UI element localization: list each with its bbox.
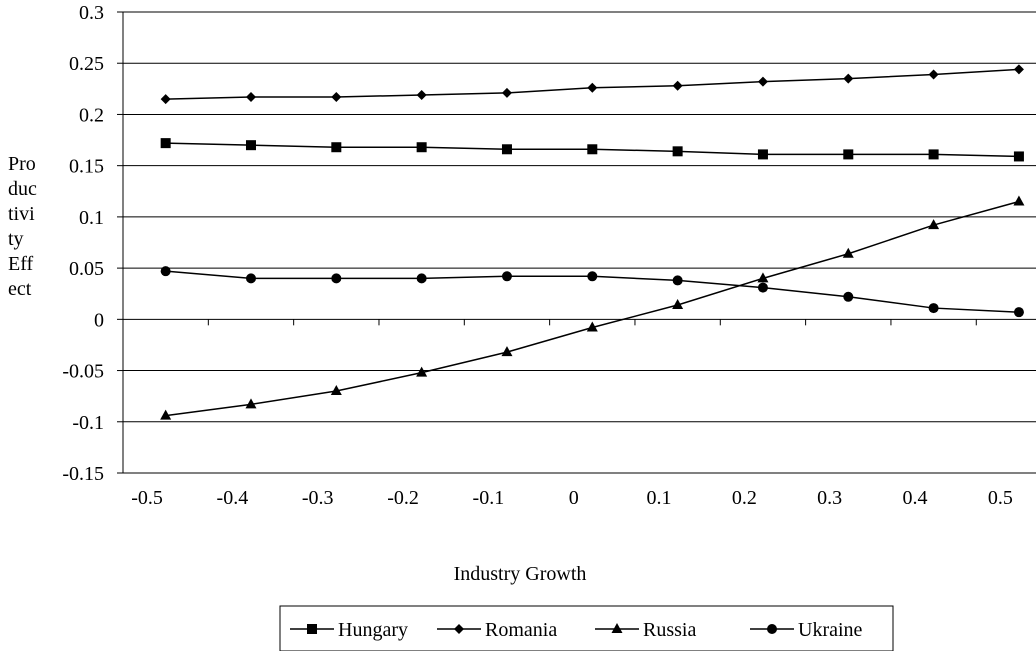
data-point xyxy=(757,282,768,293)
x-tick-label: 0.3 xyxy=(817,487,842,509)
y-axis-title-line: Pro xyxy=(8,153,36,175)
y-tick-label: 0.2 xyxy=(79,104,104,126)
data-point xyxy=(672,298,684,309)
data-point xyxy=(928,69,939,80)
data-point xyxy=(416,273,427,284)
legend-label: Russia xyxy=(643,619,696,641)
y-tick-labels: -0.15 -0.1 -0.05 0 0.05 0.1 0.15 0.2 0.25 0.3 xyxy=(62,2,104,485)
series-line xyxy=(165,200,1020,417)
data-point xyxy=(245,140,256,151)
x-tick-label: -0.4 xyxy=(217,487,249,509)
series-romania xyxy=(160,64,1024,105)
series-russia xyxy=(160,195,1025,420)
y-axis-title-line: tivi xyxy=(8,203,35,225)
data-point xyxy=(587,144,598,155)
data-point xyxy=(331,92,342,103)
y-tick-label: -0.05 xyxy=(62,361,104,383)
data-point xyxy=(331,142,342,153)
x-tick-label: 0 xyxy=(569,487,579,509)
x-tick-label: 0.1 xyxy=(647,487,672,509)
data-point xyxy=(330,385,342,396)
data-point xyxy=(928,219,940,230)
data-point xyxy=(672,275,683,286)
data-point xyxy=(767,624,777,634)
x-tick-label: -0.1 xyxy=(473,487,505,509)
data-point xyxy=(928,149,939,160)
x-tick-label: -0.3 xyxy=(302,487,334,509)
series-layer xyxy=(160,64,1025,420)
y-axis-title: Pro duc tivi ty Eff ect xyxy=(8,153,37,300)
data-point xyxy=(928,303,939,314)
data-point xyxy=(307,624,317,634)
data-point xyxy=(611,623,623,633)
y-axis-title-line: ect xyxy=(8,278,32,300)
data-point xyxy=(245,92,256,103)
legend-label: Ukraine xyxy=(798,619,863,641)
data-point xyxy=(160,266,171,277)
data-point xyxy=(672,80,683,91)
y-tick-label: 0.15 xyxy=(69,156,104,178)
gridlines xyxy=(123,11,1036,423)
legend-item-hungary: Hungary xyxy=(290,619,408,641)
data-point xyxy=(501,346,513,357)
data-point xyxy=(160,409,172,420)
data-point xyxy=(160,138,171,149)
y-axis-title-line: Eff xyxy=(8,253,34,275)
data-point xyxy=(1013,151,1024,162)
y-tick-label: 0.1 xyxy=(79,207,104,229)
y-tick-label: 0.25 xyxy=(69,53,104,75)
series-hungary xyxy=(160,138,1024,162)
x-axis-title: Industry Growth xyxy=(454,563,587,585)
data-point xyxy=(416,366,428,377)
data-point xyxy=(416,89,427,100)
data-point xyxy=(454,624,464,634)
y-tick-label: -0.1 xyxy=(72,412,104,434)
data-point xyxy=(757,76,768,87)
data-point xyxy=(757,149,768,160)
x-tick-label: 0.5 xyxy=(988,487,1013,509)
legend: Hungary Romania Russia Ukraine xyxy=(279,605,894,651)
legend-item-ukraine: Ukraine xyxy=(750,619,863,641)
legend-label: Hungary xyxy=(338,619,408,641)
data-point xyxy=(1013,307,1024,318)
legend-item-russia: Russia xyxy=(595,619,696,641)
series-ukraine xyxy=(160,266,1024,318)
y-tick-label: 0 xyxy=(94,309,104,331)
x-tick-labels: -0.5 -0.4 -0.3 -0.2 -0.1 0 0.1 0.2 0.3 0.4 0.5 xyxy=(131,487,1013,509)
x-tick-label: 0.2 xyxy=(732,487,757,509)
data-point xyxy=(245,273,256,284)
data-point xyxy=(842,247,854,258)
y-axis-title-line: ty xyxy=(8,228,24,250)
data-point xyxy=(416,142,427,153)
data-point xyxy=(160,94,171,105)
legend-item-romania: Romania xyxy=(437,619,557,641)
data-point xyxy=(757,272,769,283)
data-point xyxy=(586,321,598,332)
data-point xyxy=(843,149,854,160)
legend-label: Romania xyxy=(485,619,557,641)
data-point xyxy=(501,87,512,98)
x-tick-label: -0.2 xyxy=(387,487,419,509)
data-point xyxy=(245,398,257,409)
data-point xyxy=(501,144,512,155)
data-point xyxy=(331,273,342,284)
y-tick-label: 0.3 xyxy=(79,2,104,24)
data-point xyxy=(501,271,512,282)
data-point xyxy=(587,271,598,282)
y-axis-title-line: duc xyxy=(8,178,37,200)
data-point xyxy=(1013,64,1024,75)
data-point xyxy=(843,291,854,302)
x-tick-label: -0.5 xyxy=(131,487,163,509)
axes xyxy=(117,11,1036,474)
data-point xyxy=(672,146,683,157)
data-point xyxy=(587,82,598,93)
y-tick-label: 0.05 xyxy=(69,258,104,280)
y-tick-label: -0.15 xyxy=(62,463,104,485)
x-tick-label: 0.4 xyxy=(903,487,928,509)
data-point xyxy=(843,73,854,84)
data-point xyxy=(1013,195,1025,206)
